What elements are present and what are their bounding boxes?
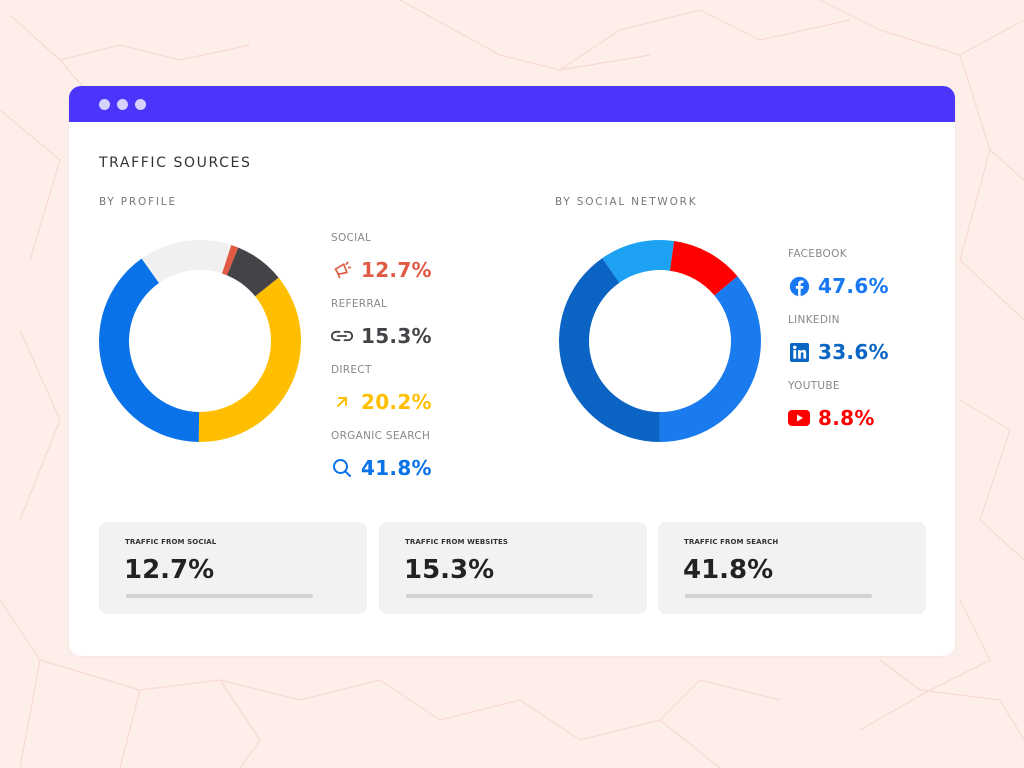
legend-label: YOUTUBE <box>788 380 840 392</box>
legend-value: 41.8% <box>361 456 432 480</box>
donut-slice-organic-search <box>99 258 200 442</box>
legend-value: 15.3% <box>361 324 432 348</box>
legend-item-youtube: YOUTUBE 8.8% <box>788 380 948 430</box>
legend-label: REFERRAL <box>331 298 388 310</box>
window-dot-2[interactable] <box>117 98 128 110</box>
legend-value: 20.2% <box>361 390 432 414</box>
by-profile-heading: BY PROFILE <box>99 196 177 208</box>
card-progress-fill <box>406 594 435 598</box>
card-value: 12.7% <box>124 555 215 585</box>
linkedin-icon <box>788 341 810 363</box>
card-progress-bar <box>685 594 872 598</box>
legend-label: DIRECT <box>331 364 372 376</box>
window-titlebar <box>69 86 955 122</box>
legend-item-linkedin: LINKEDIN 33.6% <box>788 314 948 364</box>
legend-label: SOCIAL <box>331 232 372 244</box>
donut-slice-facebook <box>659 276 761 442</box>
legend-value: 33.6% <box>818 340 889 364</box>
card-label: TRAFFIC FROM SOCIAL <box>125 538 217 546</box>
legend-item-organic-search: ORGANIC SEARCH 41.8% <box>331 430 491 480</box>
legend-label: LINKEDIN <box>788 314 840 326</box>
legend-value: 47.6% <box>818 274 889 298</box>
card-traffic-from-search: TRAFFIC FROM SEARCH 41.8% <box>658 522 926 614</box>
donut-slice-social <box>221 244 239 276</box>
window-dot-1[interactable] <box>99 98 110 110</box>
legend-item-social: SOCIAL 12.7% <box>331 232 491 282</box>
donut-slice-referral <box>226 247 279 297</box>
page-title: TRAFFIC SOURCES <box>99 155 252 171</box>
card-label: TRAFFIC FROM WEBSITES <box>405 538 509 546</box>
search-icon <box>331 457 353 479</box>
legend-item-referral: REFERRAL 15.3% <box>331 298 491 348</box>
legend-item-direct: DIRECT 20.2% <box>331 364 491 414</box>
card-value: 41.8% <box>683 555 774 585</box>
card-progress-bar <box>126 594 313 598</box>
donut-slice-youtube <box>669 240 738 296</box>
legend-label: FACEBOOK <box>788 248 847 260</box>
link-icon <box>331 325 353 347</box>
megaphone-icon <box>331 259 353 281</box>
card-value: 15.3% <box>404 555 495 585</box>
card-progress-fill <box>685 594 764 598</box>
donut-slice-direct <box>198 277 301 442</box>
donut-slice-linkedin <box>559 258 660 442</box>
card-traffic-from-websites: TRAFFIC FROM WEBSITES 15.3% <box>379 522 647 614</box>
legend-label: ORGANIC SEARCH <box>331 430 431 442</box>
legend-value: 12.7% <box>361 258 432 282</box>
card-progress-fill <box>126 594 150 598</box>
by-social-network-donut-chart <box>559 240 761 442</box>
donut-slice-other <box>141 240 232 284</box>
window-dot-3[interactable] <box>135 98 146 110</box>
by-profile-donut-chart <box>99 240 301 442</box>
donut-slice-other <box>602 240 675 283</box>
youtube-icon <box>788 407 810 429</box>
card-progress-bar <box>406 594 593 598</box>
legend-item-facebook: FACEBOOK 47.6% <box>788 248 948 298</box>
card-label: TRAFFIC FROM SEARCH <box>684 538 779 546</box>
legend-value: 8.8% <box>818 406 875 430</box>
by-social-network-heading: BY SOCIAL NETWORK <box>555 196 698 208</box>
dashboard-window: TRAFFIC SOURCES BY PROFILE SOCIAL 12.7% … <box>69 86 955 656</box>
card-traffic-from-social: TRAFFIC FROM SOCIAL 12.7% <box>99 522 367 614</box>
arrow-up-right-icon <box>331 391 353 413</box>
facebook-icon <box>788 275 810 297</box>
